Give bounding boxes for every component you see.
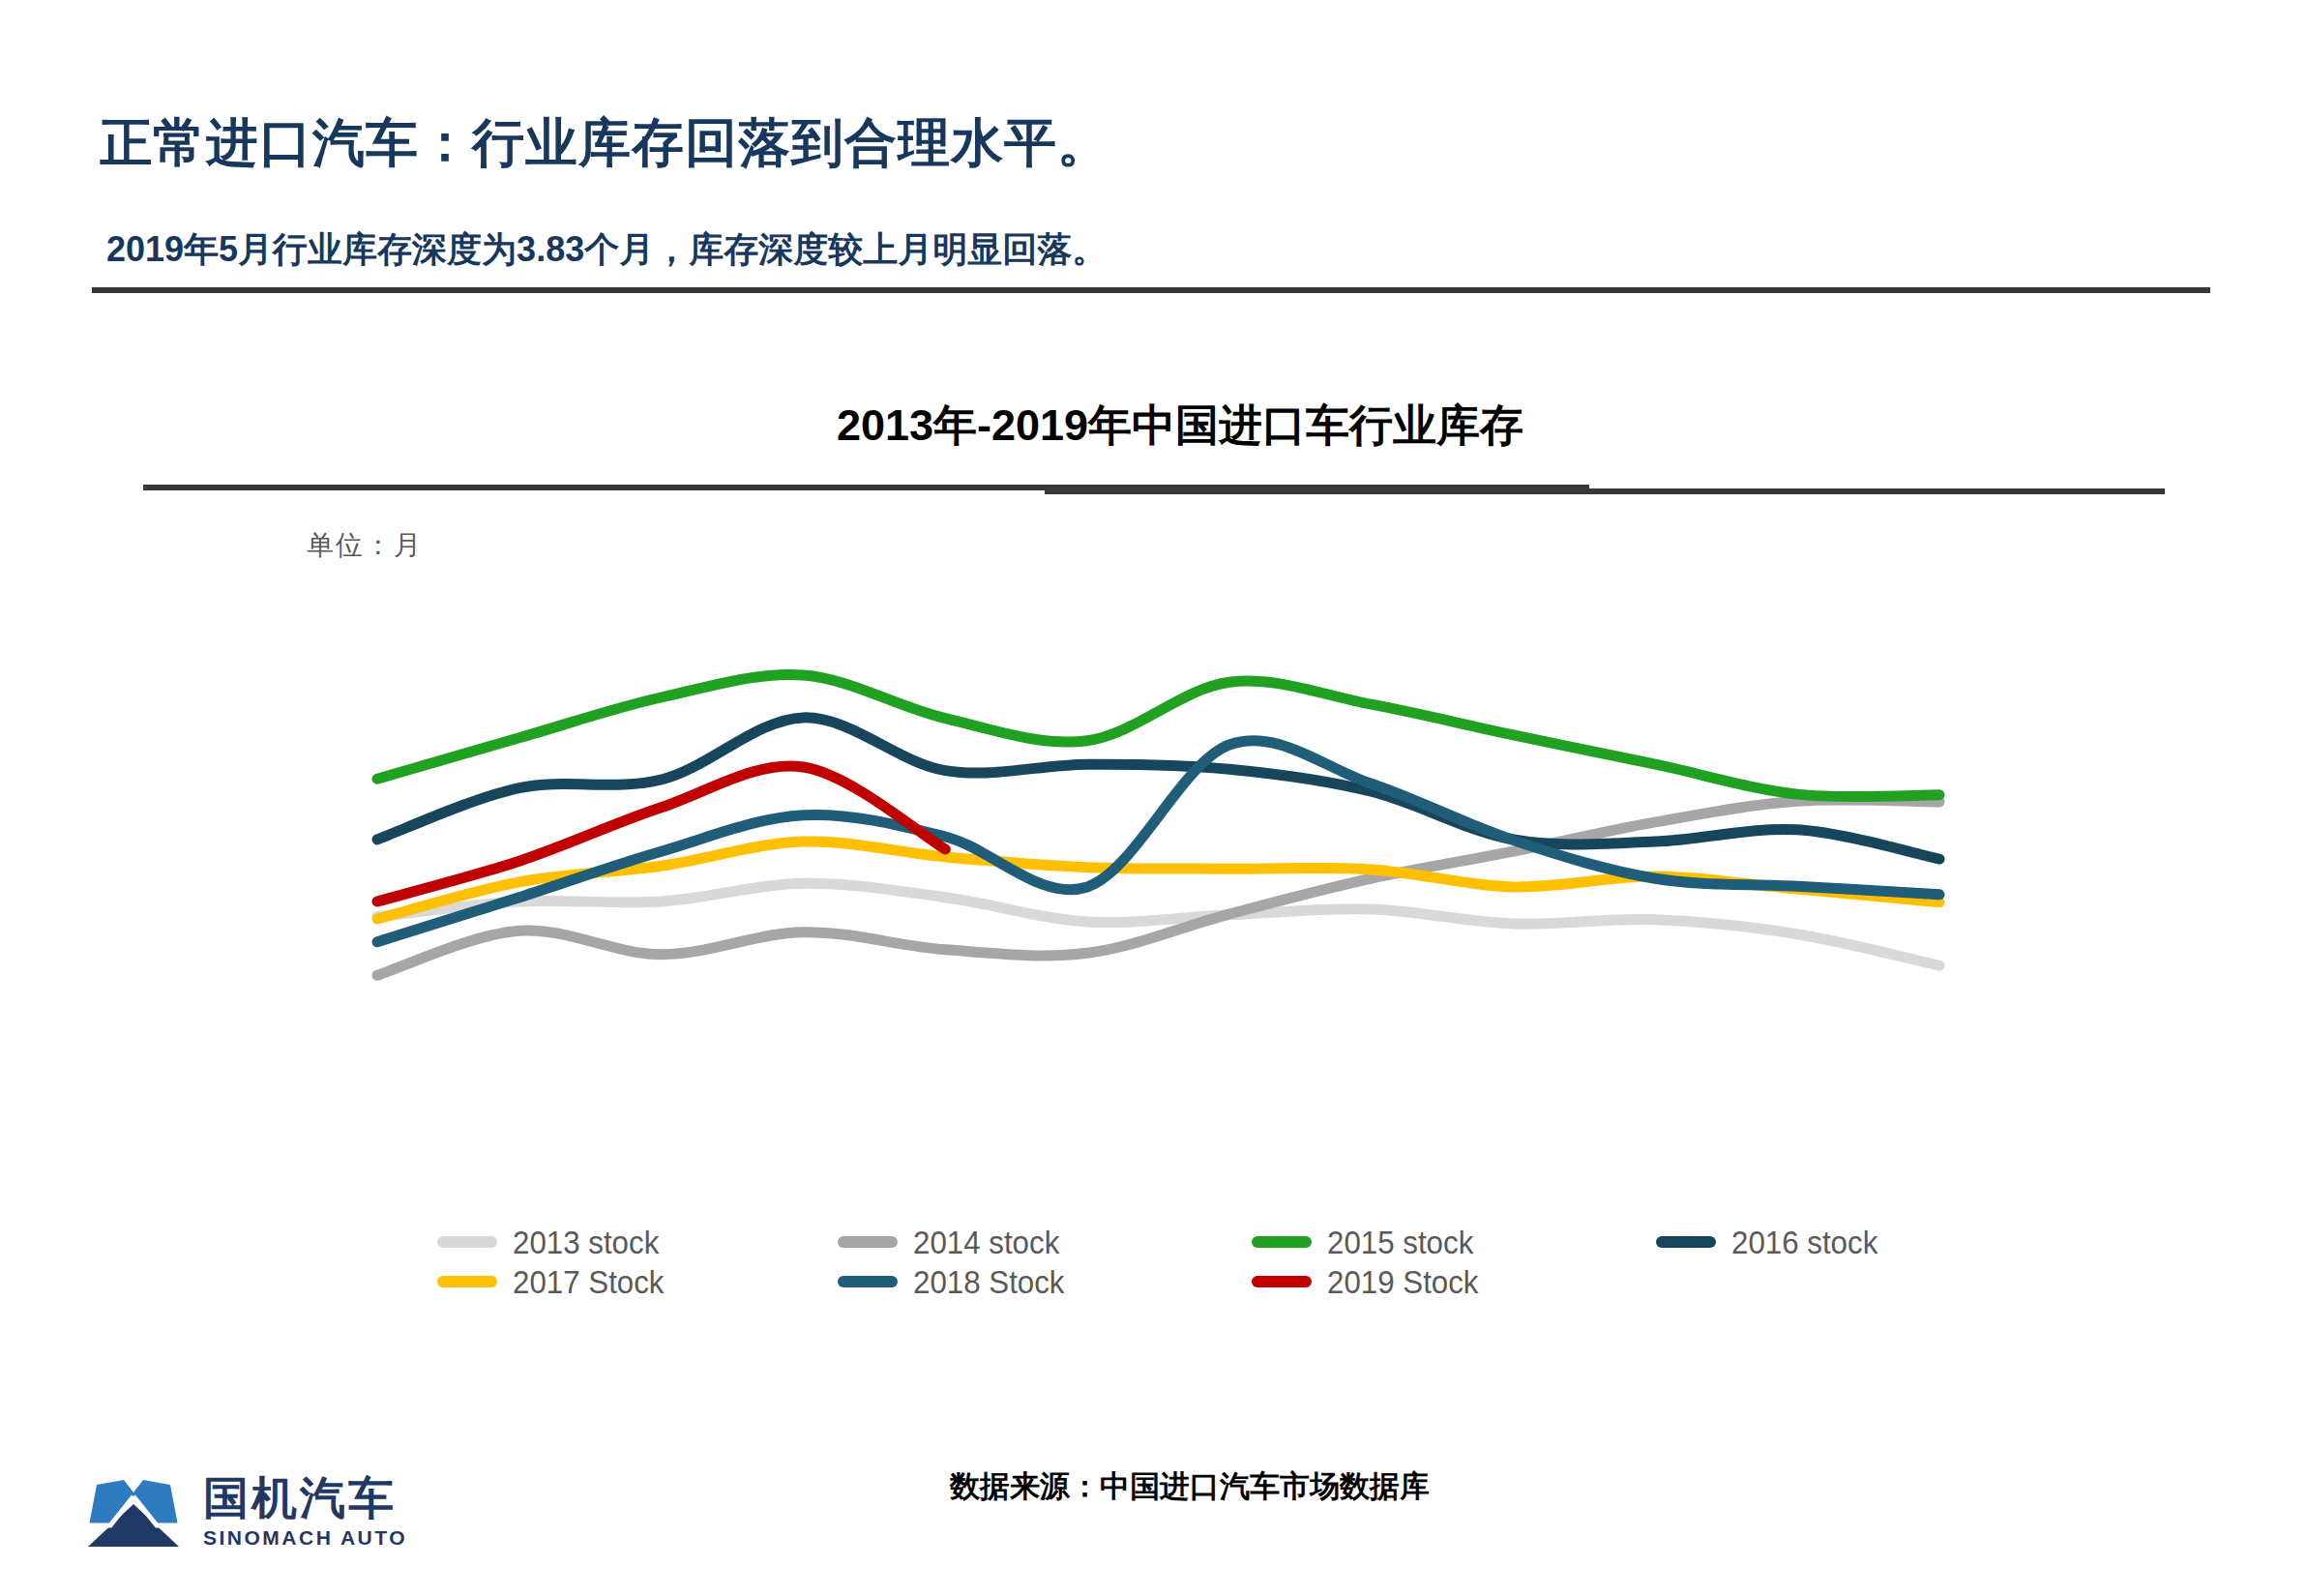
- legend-label: 2017 Stock: [513, 1263, 665, 1301]
- legend-swatch-icon: [1656, 1236, 1716, 1248]
- legend-label: 2014 stock: [913, 1224, 1059, 1261]
- legend-label: 2015 stock: [1327, 1224, 1473, 1261]
- legend-item-2016: 2016 stock: [1656, 1221, 1890, 1263]
- sinomach-logo-text: 国机汽车 SINOMACH AUTO: [203, 1474, 407, 1550]
- legend-label: 2013 stock: [513, 1224, 659, 1261]
- series-line-2015: [377, 674, 1939, 796]
- page-subtitle: 2019年5月行业库存深度为3.83个月，库存深度较上月明显回落。: [106, 226, 1107, 274]
- sinomach-logo: 国机汽车 SINOMACH AUTO: [85, 1474, 407, 1553]
- legend-swatch-icon: [437, 1276, 497, 1287]
- series-line-2016: [377, 718, 1939, 859]
- unit-label: 单位：月: [307, 527, 423, 564]
- legend-swatch-icon: [838, 1276, 898, 1287]
- legend-item-2017: 2017 Stock: [437, 1260, 677, 1303]
- line-chart: [290, 619, 2031, 1035]
- data-source-label: 数据来源：中国进口汽车市场数据库: [950, 1466, 1430, 1507]
- legend-swatch-icon: [1252, 1276, 1312, 1287]
- slide: 正常进口汽车：行业库存回落到合理水平。 2019年5月行业库存深度为3.83个月…: [0, 0, 2306, 1596]
- page-title: 正常进口汽车：行业库存回落到合理水平。: [100, 108, 1110, 179]
- logo-en-label: SINOMACH AUTO: [203, 1526, 407, 1550]
- chart-title: 2013年-2019年中国进口车行业库存: [822, 397, 1538, 455]
- legend-swatch-icon: [1252, 1236, 1312, 1248]
- legend-swatch-icon: [838, 1236, 898, 1248]
- series-line-2013: [377, 883, 1939, 965]
- legend-item-2015: 2015 stock: [1252, 1221, 1486, 1263]
- logo-cn-label: 国机汽车: [203, 1474, 407, 1522]
- legend-item-2014: 2014 stock: [838, 1221, 1072, 1263]
- legend-label: 2016 stock: [1731, 1224, 1877, 1261]
- legend-swatch-icon: [437, 1236, 497, 1248]
- legend-label: 2018 Stock: [913, 1263, 1065, 1301]
- divider-top: [92, 287, 2210, 293]
- legend-item-2018: 2018 Stock: [838, 1260, 1078, 1303]
- legend-item-2019: 2019 Stock: [1252, 1260, 1492, 1303]
- legend-label: 2019 Stock: [1327, 1263, 1479, 1301]
- divider-chart-right: [1045, 488, 2165, 494]
- legend-item-2013: 2013 stock: [437, 1221, 671, 1263]
- sinomach-logo-icon: [85, 1474, 182, 1553]
